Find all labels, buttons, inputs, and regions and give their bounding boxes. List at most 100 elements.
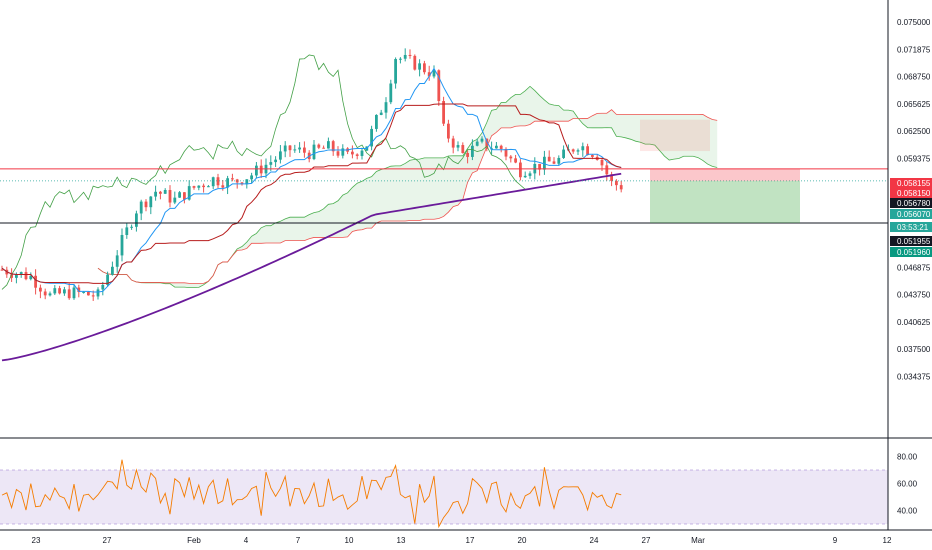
candle-body: [48, 293, 52, 296]
candle-body: [456, 145, 460, 148]
candle-body: [355, 154, 359, 156]
time-tick-label: 20: [518, 536, 527, 545]
candle-body: [245, 179, 249, 185]
price-badge: [890, 236, 932, 246]
candle-body: [197, 185, 201, 188]
candle-body: [106, 274, 109, 285]
candle-body: [135, 213, 138, 227]
candle-body: [39, 287, 42, 292]
candle-body: [418, 63, 421, 70]
rsi-pane: [0, 437, 932, 529]
candle-body: [461, 145, 465, 154]
time-tick-label: 27: [103, 536, 112, 545]
ichimoku-cloud: [97, 85, 718, 289]
candle-body: [216, 177, 220, 186]
candle-body: [0, 269, 4, 271]
time-tick-label: 23: [32, 536, 41, 545]
time-tick-label: Feb: [187, 536, 201, 545]
candle-body: [562, 149, 565, 158]
candle-body: [91, 295, 95, 297]
candle-body: [130, 226, 133, 228]
indicator-lines: [1, 54, 622, 362]
price-badge-label: 03:53:21: [897, 223, 929, 232]
candle-body: [610, 174, 613, 181]
candle-body: [82, 291, 85, 293]
candle-body: [111, 266, 114, 275]
candle-body: [87, 291, 90, 296]
candle-body: [509, 156, 513, 159]
candle-body: [159, 191, 162, 194]
rsi-tick-label: 40.00: [897, 507, 918, 516]
candle-body: [221, 185, 225, 188]
candle-body: [53, 288, 57, 294]
candle-body: [499, 145, 503, 149]
conversion-line: [1, 67, 622, 293]
candle-body: [413, 55, 417, 70]
price-badge-label: 0.058155: [897, 179, 931, 188]
candle-body: [168, 189, 172, 203]
candle-body: [351, 151, 354, 155]
time-tick-label: 24: [590, 536, 599, 545]
price-tick-label: 0.037500: [897, 345, 931, 354]
candle-body: [34, 275, 37, 288]
candle-body: [605, 165, 609, 175]
price-tick-label: 0.034375: [897, 372, 931, 381]
moving-average: [1, 172, 622, 362]
rsi-band: [0, 470, 888, 524]
candle-body: [615, 180, 618, 186]
candle-body: [394, 59, 397, 84]
candle-body: [581, 146, 585, 151]
candle-body: [485, 138, 489, 149]
price-badge-label: 0.051955: [897, 237, 931, 246]
time-tick-label: 10: [345, 536, 354, 545]
candle-body: [274, 159, 277, 163]
candle-body: [519, 162, 522, 178]
candle-body: [120, 234, 124, 256]
candle-body: [557, 157, 561, 164]
candle-body: [360, 150, 364, 156]
time-tick-label: 13: [397, 536, 406, 545]
candle-body: [293, 149, 297, 151]
time-tick-label: 27: [642, 536, 651, 545]
price-tick-label: 0.075000: [897, 18, 931, 27]
candle-body: [115, 255, 119, 267]
candle-body: [591, 155, 594, 157]
candle-body: [202, 185, 205, 188]
price-badge: [890, 188, 932, 198]
time-tick-label: 7: [296, 536, 301, 545]
candles: [0, 48, 623, 301]
candle-body: [163, 189, 167, 194]
time-tick-label: 9: [833, 536, 838, 545]
candle-body: [187, 186, 191, 200]
candle-body: [427, 72, 431, 77]
candle-body: [279, 151, 282, 160]
candle-body: [384, 102, 388, 113]
candle-body: [466, 153, 469, 157]
candle-body: [327, 141, 330, 149]
candle-body: [139, 201, 143, 214]
candle-body: [437, 70, 441, 102]
candle-body: [389, 83, 393, 103]
candle-body: [72, 287, 76, 299]
candle-body: [298, 147, 301, 150]
candle-body: [331, 141, 335, 152]
candle-body: [211, 177, 215, 187]
candle-body: [317, 144, 321, 148]
candle-body: [370, 128, 373, 147]
candle-body: [173, 197, 177, 203]
candle-body: [283, 145, 287, 152]
candle-body: [475, 141, 479, 146]
candle-body: [269, 162, 273, 165]
candle-body: [19, 272, 23, 275]
lagging-span: [1, 54, 526, 290]
leading-span-b: [97, 109, 718, 284]
cloud-fill: [98, 86, 718, 288]
candle-body: [504, 148, 508, 157]
candle-body: [67, 289, 71, 299]
candle-body: [255, 165, 258, 176]
rsi-tick-label: 80.00: [897, 453, 918, 462]
candle-body: [226, 178, 229, 188]
time-tick-label: 4: [244, 536, 249, 545]
candle-body: [341, 148, 345, 156]
